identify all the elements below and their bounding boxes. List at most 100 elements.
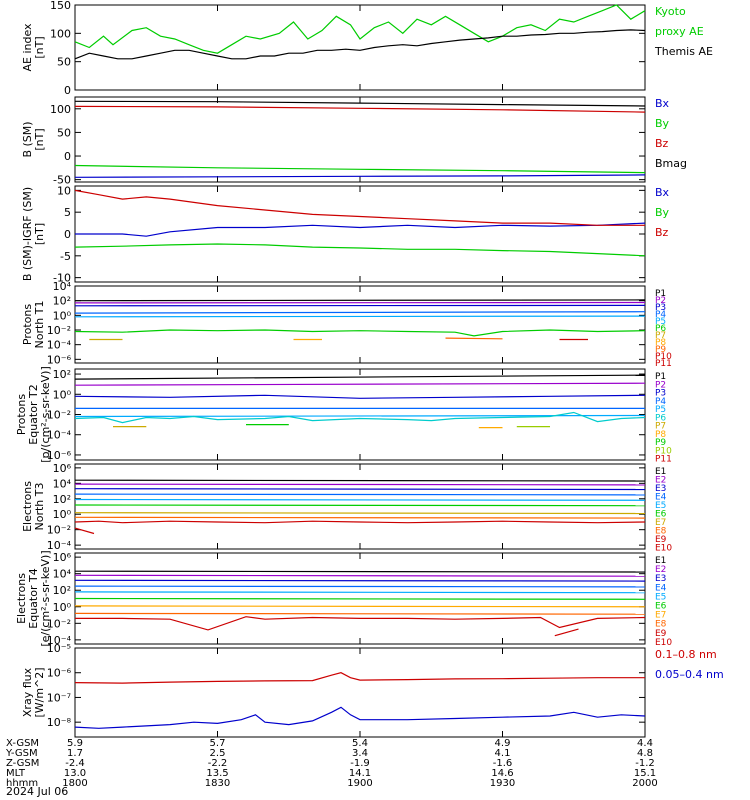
x-row-value: 4.4 bbox=[637, 738, 653, 749]
legend-entry: P2 bbox=[655, 296, 666, 306]
x-row-label: MLT bbox=[6, 768, 26, 779]
legend-entry: P3 bbox=[655, 389, 666, 399]
legend-entry: E2 bbox=[655, 565, 666, 575]
y-tick-label: 10⁰ bbox=[53, 388, 72, 401]
legend-entry: P2 bbox=[655, 380, 666, 390]
x-row-value: 13.5 bbox=[206, 768, 228, 779]
series-line bbox=[74, 329, 646, 337]
series-line bbox=[74, 672, 645, 684]
series-line bbox=[75, 616, 646, 631]
legend-entry: Bx bbox=[655, 97, 670, 110]
y-axis-label-line: North T3 bbox=[33, 483, 46, 531]
legend-entry: E9 bbox=[655, 629, 667, 639]
series-line bbox=[74, 29, 646, 60]
panel-frame bbox=[74, 647, 646, 738]
legend-entry: Bmag bbox=[655, 157, 687, 170]
x-row-value: 1800 bbox=[62, 778, 87, 789]
legend-entry: P6 bbox=[655, 324, 666, 334]
series-line bbox=[74, 504, 646, 507]
y-tick-label: 0 bbox=[64, 150, 71, 163]
y-axis-label-line: [nT] bbox=[33, 223, 46, 245]
panel-1: 150 100 50 0 AE index[nT] Kyoto proxy AE Themis… bbox=[21, 0, 713, 97]
legend-entry: P1 bbox=[655, 289, 666, 299]
y-tick-label: 10² bbox=[53, 295, 71, 308]
y-axis-label: AE index[nT] bbox=[21, 23, 46, 72]
x-row-value: 4.1 bbox=[495, 748, 511, 759]
legend-entry: Kyoto bbox=[655, 5, 686, 18]
y-axis-label: ProtonsEquator T2[p/(cm²-s-sr-keV)] bbox=[15, 366, 52, 463]
legend-entry: By bbox=[655, 206, 670, 219]
panel-3: 10 5 0 -5 -10 B (SM)-IGRF (SM)[nT] Bx By Bz bbox=[21, 184, 670, 284]
y-tick-label: 10² bbox=[53, 584, 71, 597]
x-row-value: 5.4 bbox=[352, 738, 368, 749]
series-line bbox=[74, 174, 646, 178]
x-row-value: -1.9 bbox=[350, 758, 370, 769]
y-tick-label: 150 bbox=[50, 0, 71, 12]
series-line bbox=[74, 100, 646, 107]
legend-entry: Bz bbox=[655, 226, 669, 239]
x-row-value: 15.1 bbox=[634, 768, 656, 779]
legend-entry: E1 bbox=[655, 467, 666, 477]
y-axis-label-line: Electrons bbox=[15, 573, 28, 624]
x-row-value: -1.2 bbox=[635, 758, 655, 769]
legend-entry: E7 bbox=[655, 518, 666, 528]
legend-entry: P3 bbox=[655, 303, 666, 313]
x-row-value: 5.7 bbox=[210, 738, 226, 749]
legend-entry: P9 bbox=[655, 345, 666, 355]
series-line bbox=[74, 414, 646, 418]
legend-entry: P8 bbox=[655, 430, 666, 440]
y-tick-label: 10⁻² bbox=[47, 324, 71, 337]
x-row-label: Y-GSM bbox=[5, 748, 38, 759]
y-tick-label: 10⁻⁴ bbox=[47, 339, 72, 352]
y-tick-label: 10⁴ bbox=[53, 477, 72, 490]
legend-entry: E8 bbox=[655, 527, 667, 537]
y-axis-label: B (SM)[nT] bbox=[21, 121, 46, 157]
y-tick-label: 10² bbox=[53, 493, 71, 506]
y-tick-label: 10⁻² bbox=[47, 409, 71, 422]
y-axis-label: Xray flux[W/m^2] bbox=[21, 667, 46, 717]
legend-entry: P4 bbox=[655, 310, 666, 320]
x-row-value: 1900 bbox=[347, 778, 372, 789]
series-line bbox=[74, 311, 646, 314]
y-tick-label: 10⁰ bbox=[53, 508, 72, 521]
y-tick-label: 10⁻⁸ bbox=[47, 716, 72, 729]
series-line bbox=[74, 394, 646, 399]
legend-entry: E3 bbox=[655, 574, 666, 584]
series-line bbox=[74, 488, 646, 491]
series-line bbox=[74, 189, 645, 226]
y-tick-label: 10⁻⁴ bbox=[47, 429, 72, 442]
legend-entry: E3 bbox=[655, 484, 666, 494]
legend-entry: E2 bbox=[655, 476, 666, 486]
y-axis-label-line: North T1 bbox=[33, 301, 46, 349]
series-line bbox=[74, 498, 646, 501]
y-axis-label: ProtonsNorth T1 bbox=[21, 301, 46, 349]
legend-entry: Bz bbox=[655, 137, 669, 150]
legend-entry: E5 bbox=[655, 592, 666, 602]
series-line bbox=[74, 574, 646, 577]
y-tick-label: 0 bbox=[64, 84, 71, 97]
y-tick-label: 10⁶ bbox=[53, 551, 72, 564]
x-row-value: 3.4 bbox=[352, 748, 368, 759]
legend-entry: 0.1–0.8 nm bbox=[655, 648, 717, 661]
y-tick-label: 50 bbox=[57, 56, 71, 69]
x-row-value: 1.7 bbox=[67, 748, 83, 759]
y-tick-label: 10⁴ bbox=[53, 568, 72, 581]
y-tick-label: 10⁰ bbox=[53, 601, 72, 614]
series-line bbox=[74, 585, 646, 588]
legend-entry: E10 bbox=[655, 544, 672, 554]
legend-entry: E1 bbox=[655, 556, 666, 566]
legend-entry: P11 bbox=[655, 455, 672, 465]
y-axis-label-line: Electrons bbox=[21, 481, 34, 532]
y-axis-label: B (SM)-IGRF (SM)[nT] bbox=[21, 187, 46, 281]
y-tick-label: 50 bbox=[57, 126, 71, 139]
series-line bbox=[74, 105, 646, 113]
y-axis-label-line: [p/(cm²-s-sr-keV)] bbox=[39, 366, 52, 463]
x-row-value: 2000 bbox=[632, 778, 657, 789]
x-row-value: 14.6 bbox=[491, 768, 513, 779]
y-tick-label: 10⁻⁶ bbox=[47, 667, 72, 680]
series-line bbox=[75, 222, 646, 237]
y-axis-label-line: B (SM)-IGRF (SM) bbox=[21, 187, 34, 281]
y-tick-label: 10⁻⁷ bbox=[47, 691, 71, 704]
